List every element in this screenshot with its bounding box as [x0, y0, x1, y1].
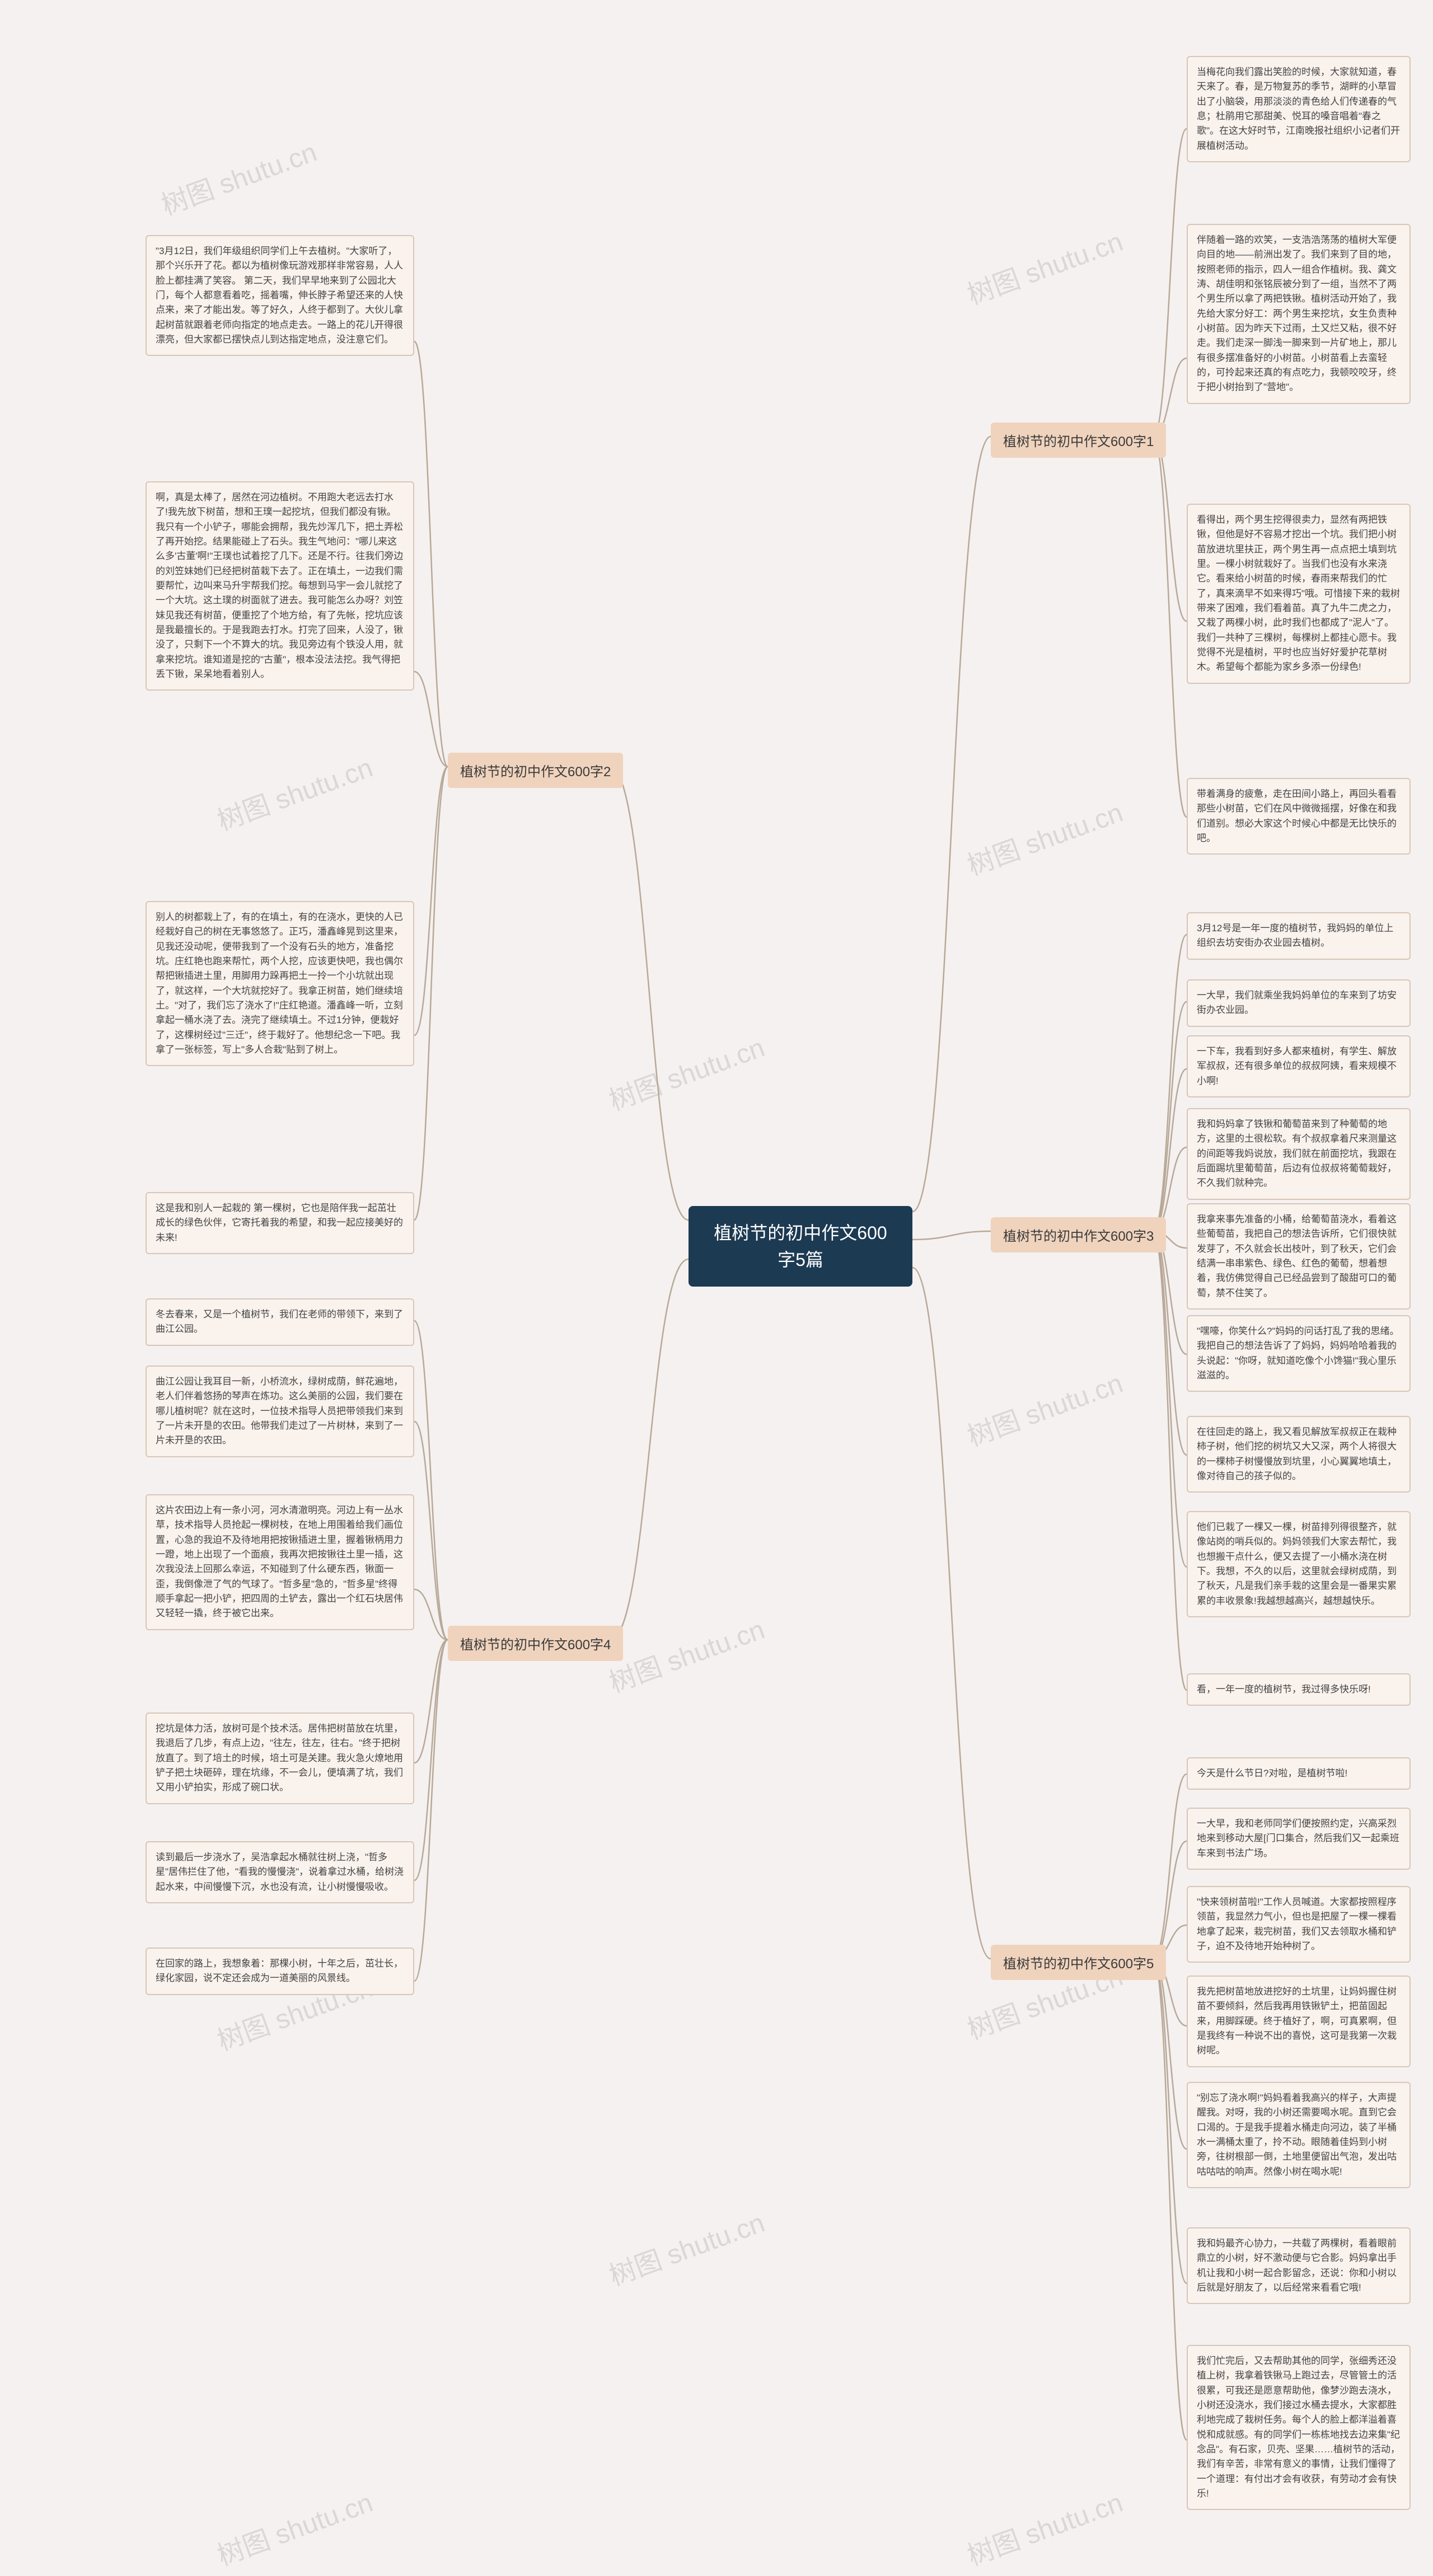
watermark: 树图 shutu.cn [211, 745, 377, 838]
leaf-b3-5: "嘿嚎，你笑什么?"妈妈的问话打乱了我的思绪。我把自己的想法告诉了了妈妈，妈妈哈… [1187, 1315, 1411, 1392]
leaf-b3-1: 一大早，我们就乘坐我妈妈单位的车来到了坊安街办农业园。 [1187, 979, 1411, 1027]
watermark: 树图 shutu.cn [603, 1607, 769, 1700]
watermark: 树图 shutu.cn [961, 219, 1127, 312]
leaf-b3-6: 在往回走的路上，我又看见解放军叔叔正在栽种柿子树，他们挖的树坑又大又深，两个人将… [1187, 1416, 1411, 1493]
leaf-b5-1: 一大早，我和老师同学们便按照约定，兴高采烈地来到移动大屋[门口集合，然后我们又一… [1187, 1808, 1411, 1870]
leaf-b1-2: 看得出，两个男生挖得很卖力，显然有两把铁锹，但他是好不容易才挖出一个坑。我们把小… [1187, 504, 1411, 684]
leaf-b4-4: 读到最后一步浇水了，吴浩拿起水桶就往树上浇，"哲多星"居伟拦住了他，"看我的慢慢… [146, 1841, 414, 1903]
leaf-b3-4: 我拿来事先准备的小桶，给葡萄苗浇水，看着这些葡萄苗，我把自己的想法告诉所，它们很… [1187, 1203, 1411, 1310]
leaf-b3-0: 3月12号是一年一度的植树节，我妈妈的单位上组织去坊安街办农业园去植树。 [1187, 912, 1411, 960]
watermark: 树图 shutu.cn [603, 1025, 769, 1118]
leaf-b3-3: 我和妈妈拿了铁锹和葡萄苗来到了种葡萄的地方，这里的土很松软。有个叔叔拿着尺来测量… [1187, 1108, 1411, 1200]
watermark: 树图 shutu.cn [603, 2200, 769, 2293]
branch-b5: 植树节的初中作文600字5 [991, 1945, 1166, 1980]
leaf-b5-6: 我们忙完后，又去帮助其他的同学，张细秀还没植上树，我拿着铁锹马上跑过去，尽管管土… [1187, 2345, 1411, 2510]
leaf-b3-2: 一下车，我看到好多人都来植树，有学生、解放军叔叔，还有很多单位的叔叔阿姨，看来规… [1187, 1035, 1411, 1097]
leaf-b2-2: 别人的树都栽上了，有的在填土，有的在浇水，更快的人已经栽好自己的树在无事悠悠了。… [146, 901, 414, 1066]
leaf-b1-3: 带着满身的疲惫，走在田间小路上，再回头看看那些小树苗，它们在风中微微摇摆，好像在… [1187, 778, 1411, 855]
leaf-b2-3: 这是我和别人一起栽的 第一棵树，它也是陪伴我一起茁壮成长的绿色伙伴，它寄托着我的… [146, 1192, 414, 1254]
leaf-b4-2: 这片农田边上有一条小河，河水清澈明亮。河边上有一丛水草，技术指导人员抢起一棵树枝… [146, 1494, 414, 1630]
branch-b1: 植树节的初中作文600字1 [991, 423, 1166, 458]
watermark: 树图 shutu.cn [155, 130, 321, 222]
watermark: 树图 shutu.cn [211, 2480, 377, 2573]
leaf-b1-0: 当梅花向我们露出笑脸的时候，大家就知道，春天来了。春，是万物复苏的季节，湖畔的小… [1187, 56, 1411, 162]
leaf-b5-2: "快来领树苗啦!"工作人员喊道。大家都按照程序领苗，我显然力气小，但也是把屋了一… [1187, 1886, 1411, 1963]
leaf-b1-1: 伴随着一路的欢笑，一支浩浩荡荡的植树大军便向目的地——前洲出发了。我们来到了目的… [1187, 224, 1411, 404]
leaf-b4-5: 在回家的路上，我想象着：那棵小树，十年之后，茁壮长，绿化家园，说不定还会成为一道… [146, 1948, 414, 1995]
watermark: 树图 shutu.cn [961, 790, 1127, 883]
leaf-b5-4: "别忘了浇水啊!"妈妈看着我高兴的样子，大声提醒我。对呀，我的小树还需要喝水呢。… [1187, 2082, 1411, 2188]
leaf-b5-0: 今天是什么节日?对啦，是植树节啦! [1187, 1757, 1411, 1790]
branch-b4: 植树节的初中作文600字4 [448, 1626, 623, 1661]
leaf-b5-5: 我和妈最齐心协力，一共载了两棵树，看着眼前鼎立的小树，好不激动便与它合影。妈妈拿… [1187, 2227, 1411, 2304]
branch-b2: 植树节的初中作文600字2 [448, 753, 623, 788]
leaf-b2-0: "3月12日，我们年级组织同学们上午去植树。"大家听了，那个兴乐开了花。都以为植… [146, 235, 414, 356]
leaf-b2-1: 啊，真是太棒了，居然在河边植树。不用跑大老远去打水了!我先放下树苗，想和王璞一起… [146, 481, 414, 691]
center-node: 植树节的初中作文600字5篇 [689, 1206, 912, 1287]
watermark: 树图 shutu.cn [961, 1361, 1127, 1453]
leaf-b3-8: 看，一年一度的植树节，我过得多快乐呀! [1187, 1673, 1411, 1706]
leaf-b5-3: 我先把树苗地放进挖好的土坑里，让妈妈握住树苗不要倾斜，然后我再用铁锹铲土，把苗固… [1187, 1976, 1411, 2067]
leaf-b4-3: 挖坑是体力活，放树可是个技术活。居伟把树苗放在坑里，我退后了几步，有点上边，"往… [146, 1712, 414, 1804]
branch-b3: 植树节的初中作文600字3 [991, 1217, 1166, 1252]
leaf-b3-7: 他们已栽了一棵又一棵，树苗排列得很整齐，就像站岗的哨兵似的。妈妈领我们大家去帮忙… [1187, 1511, 1411, 1617]
watermark: 树图 shutu.cn [961, 2480, 1127, 2573]
leaf-b4-0: 冬去春来，又是一个植树节，我们在老师的带领下，来到了曲江公园。 [146, 1298, 414, 1346]
leaf-b4-1: 曲江公园让我耳目一新，小桥流水，绿树成荫，鲜花遍地，老人们伴着悠扬的琴声在炼功。… [146, 1366, 414, 1457]
